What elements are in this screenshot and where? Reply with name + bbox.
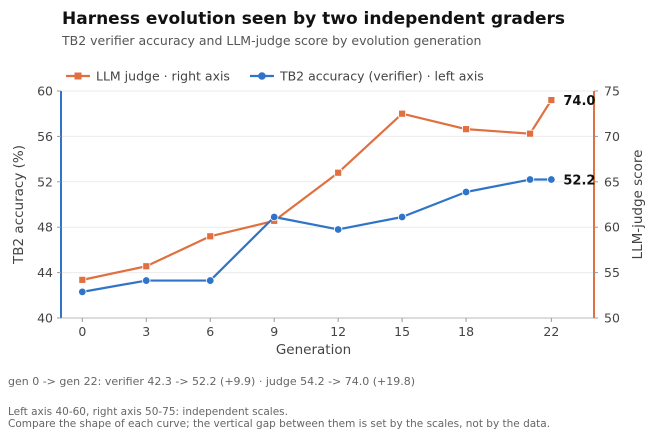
data-point <box>398 109 407 118</box>
left-tick-label: 44 <box>37 265 53 280</box>
right-tick-label: 60 <box>604 220 620 235</box>
data-point <box>270 212 279 222</box>
change-summary: gen 0 -> gen 22: verifier 42.3 -> 52.2 (… <box>8 375 416 388</box>
end-value-label: 52.2 <box>563 174 595 189</box>
chart-title: Harness evolution seen by two independen… <box>62 9 566 29</box>
left-tick-label: 60 <box>37 84 53 99</box>
x-axis-label: Generation <box>276 342 351 358</box>
right-tick-label: 65 <box>604 174 620 189</box>
data-point <box>397 212 407 222</box>
data-point <box>461 187 471 197</box>
left-tick-label: 48 <box>37 220 53 235</box>
x-tick-label: 0 <box>78 324 86 339</box>
data-point <box>206 232 215 241</box>
legend-label: LLM judge · right axis <box>96 69 230 84</box>
left-tick-label: 52 <box>37 174 53 189</box>
x-tick-label: 9 <box>270 324 278 339</box>
x-tick-label: 22 <box>543 324 559 339</box>
data-point <box>142 276 151 285</box>
chart-subtitle: TB2 verifier accuracy and LLM-judge scor… <box>62 33 482 48</box>
right-tick-label: 70 <box>604 129 620 144</box>
legend-label: TB2 accuracy (verifier) · left axis <box>279 69 484 84</box>
left-tick-label: 40 <box>37 311 53 326</box>
series-line <box>82 178 552 293</box>
x-tick-label: 6 <box>206 324 214 339</box>
legend-swatch-marker <box>74 72 82 80</box>
left-axis-label: TB2 accuracy (%) <box>11 145 27 265</box>
interpretation-note: Compare the shape of each curve; the ver… <box>8 418 551 430</box>
x-tick-label: 3 <box>142 324 150 339</box>
data-point <box>78 287 87 297</box>
x-tick-label: 18 <box>458 324 474 339</box>
data-point <box>462 125 470 134</box>
scale-note: Left axis 40-60, right axis 50-75: indep… <box>8 406 288 418</box>
right-tick-label: 55 <box>604 265 620 280</box>
right-tick-label: 50 <box>604 311 620 326</box>
data-point <box>333 225 343 234</box>
right-tick-label: 75 <box>604 84 620 99</box>
data-point <box>526 129 534 138</box>
x-tick-label: 12 <box>330 324 346 339</box>
right-axis-label: LLM-judge score <box>630 150 646 260</box>
left-tick-label: 56 <box>37 129 53 144</box>
data-point <box>78 275 87 284</box>
data-point <box>547 96 556 104</box>
x-tick-label: 15 <box>394 324 410 339</box>
data-point <box>525 175 535 184</box>
end-value-label: 74.0 <box>563 94 595 109</box>
legend-swatch-marker <box>258 72 266 80</box>
data-point <box>334 168 343 177</box>
data-point <box>547 175 556 184</box>
data-point <box>206 276 215 285</box>
data-point <box>142 262 151 271</box>
